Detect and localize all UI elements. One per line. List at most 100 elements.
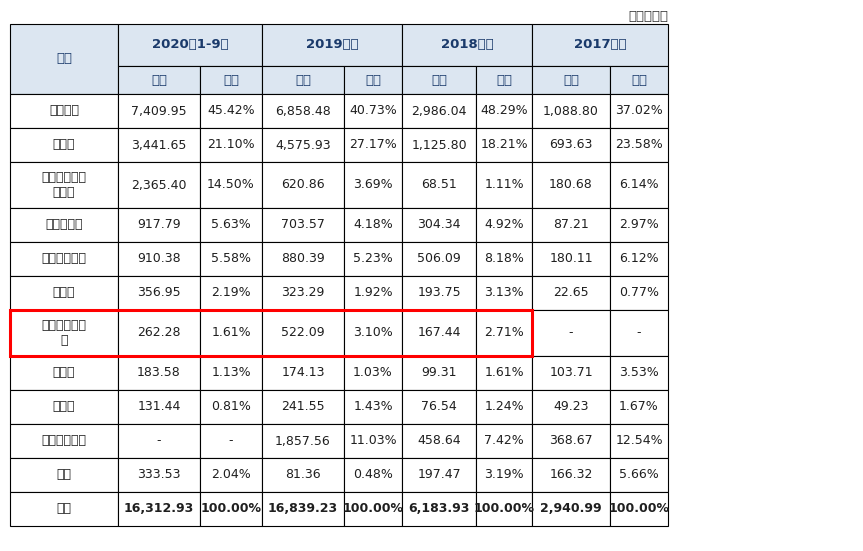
Bar bbox=[10, 424, 118, 458]
Text: 7,409.95: 7,409.95 bbox=[131, 105, 186, 117]
Text: 11.03%: 11.03% bbox=[350, 435, 397, 447]
Bar bbox=[344, 128, 402, 162]
Text: 180.68: 180.68 bbox=[549, 179, 593, 192]
Text: 3.13%: 3.13% bbox=[484, 287, 524, 300]
Text: 租金及物业费: 租金及物业费 bbox=[41, 252, 86, 266]
Bar bbox=[262, 356, 344, 390]
Text: 197.47: 197.47 bbox=[417, 468, 461, 482]
Text: 506.09: 506.09 bbox=[417, 252, 461, 266]
Text: 专利申请代理
费: 专利申请代理 费 bbox=[41, 319, 86, 347]
Text: 占比: 占比 bbox=[496, 73, 512, 87]
Bar bbox=[402, 458, 476, 492]
Bar bbox=[610, 162, 668, 208]
Text: 174.13: 174.13 bbox=[281, 366, 324, 380]
Bar bbox=[200, 458, 262, 492]
Text: -: - bbox=[229, 435, 233, 447]
Text: 其他: 其他 bbox=[56, 468, 72, 482]
Bar bbox=[532, 310, 610, 356]
Bar bbox=[476, 162, 532, 208]
Text: 5.66%: 5.66% bbox=[619, 468, 658, 482]
Text: 12.54%: 12.54% bbox=[615, 435, 663, 447]
Bar bbox=[344, 424, 402, 458]
Bar bbox=[610, 128, 668, 162]
Bar bbox=[610, 242, 668, 276]
Bar bbox=[200, 492, 262, 526]
Text: 167.44: 167.44 bbox=[417, 327, 461, 339]
Text: 2019年度: 2019年度 bbox=[306, 39, 358, 51]
Bar bbox=[610, 310, 668, 356]
Text: 1.43%: 1.43% bbox=[353, 401, 393, 413]
Bar bbox=[402, 356, 476, 390]
Bar bbox=[344, 208, 402, 242]
Bar bbox=[610, 66, 668, 94]
Bar bbox=[476, 356, 532, 390]
Text: 7.42%: 7.42% bbox=[484, 435, 524, 447]
Bar bbox=[118, 128, 200, 162]
Text: 917.79: 917.79 bbox=[137, 219, 181, 231]
Text: 3,441.65: 3,441.65 bbox=[131, 138, 186, 152]
Text: 49.23: 49.23 bbox=[553, 401, 589, 413]
Text: 合计: 合计 bbox=[56, 503, 72, 516]
Text: 620.86: 620.86 bbox=[281, 179, 324, 192]
Text: 22.65: 22.65 bbox=[553, 287, 589, 300]
Bar bbox=[10, 492, 118, 526]
Bar bbox=[476, 310, 532, 356]
Text: 3.19%: 3.19% bbox=[484, 468, 524, 482]
Bar bbox=[610, 492, 668, 526]
Text: 183.58: 183.58 bbox=[137, 366, 181, 380]
Bar bbox=[262, 162, 344, 208]
Text: 0.77%: 0.77% bbox=[619, 287, 659, 300]
Text: 2,365.40: 2,365.40 bbox=[131, 179, 186, 192]
Bar bbox=[402, 24, 532, 66]
Bar bbox=[532, 356, 610, 390]
Bar bbox=[532, 390, 610, 424]
Bar bbox=[200, 66, 262, 94]
Bar bbox=[200, 208, 262, 242]
Text: 0.81%: 0.81% bbox=[211, 401, 251, 413]
Bar bbox=[262, 66, 344, 94]
Bar bbox=[402, 310, 476, 356]
Bar bbox=[532, 242, 610, 276]
Text: 股份支付费用: 股份支付费用 bbox=[41, 435, 86, 447]
Bar bbox=[262, 390, 344, 424]
Text: 3.10%: 3.10% bbox=[353, 327, 393, 339]
Bar bbox=[532, 66, 610, 94]
Bar bbox=[476, 458, 532, 492]
Text: 27.17%: 27.17% bbox=[350, 138, 397, 152]
Bar bbox=[118, 458, 200, 492]
Bar bbox=[200, 242, 262, 276]
Bar bbox=[262, 276, 344, 310]
Text: 8.18%: 8.18% bbox=[484, 252, 524, 266]
Text: 304.34: 304.34 bbox=[417, 219, 461, 231]
Bar bbox=[10, 310, 118, 356]
Text: 193.75: 193.75 bbox=[417, 287, 461, 300]
Bar bbox=[10, 94, 118, 128]
Bar bbox=[610, 356, 668, 390]
Text: 14.50%: 14.50% bbox=[207, 179, 255, 192]
Text: 2.04%: 2.04% bbox=[211, 468, 251, 482]
Bar bbox=[476, 390, 532, 424]
Bar bbox=[344, 66, 402, 94]
Bar bbox=[532, 94, 610, 128]
Bar bbox=[532, 458, 610, 492]
Text: 323.29: 323.29 bbox=[281, 287, 324, 300]
Bar bbox=[532, 24, 668, 66]
Bar bbox=[532, 492, 610, 526]
Text: 2.97%: 2.97% bbox=[619, 219, 658, 231]
Text: 16,312.93: 16,312.93 bbox=[124, 503, 194, 516]
Bar bbox=[476, 94, 532, 128]
Bar bbox=[476, 424, 532, 458]
Bar bbox=[344, 492, 402, 526]
Bar bbox=[10, 162, 118, 208]
Text: 2,986.04: 2,986.04 bbox=[412, 105, 467, 117]
Bar bbox=[10, 458, 118, 492]
Bar bbox=[402, 208, 476, 242]
Bar bbox=[262, 492, 344, 526]
Text: 241.55: 241.55 bbox=[281, 401, 324, 413]
Bar bbox=[476, 492, 532, 526]
Bar bbox=[344, 310, 402, 356]
Text: 522.09: 522.09 bbox=[281, 327, 324, 339]
Bar bbox=[610, 208, 668, 242]
Text: 131.44: 131.44 bbox=[137, 401, 180, 413]
Bar bbox=[532, 276, 610, 310]
